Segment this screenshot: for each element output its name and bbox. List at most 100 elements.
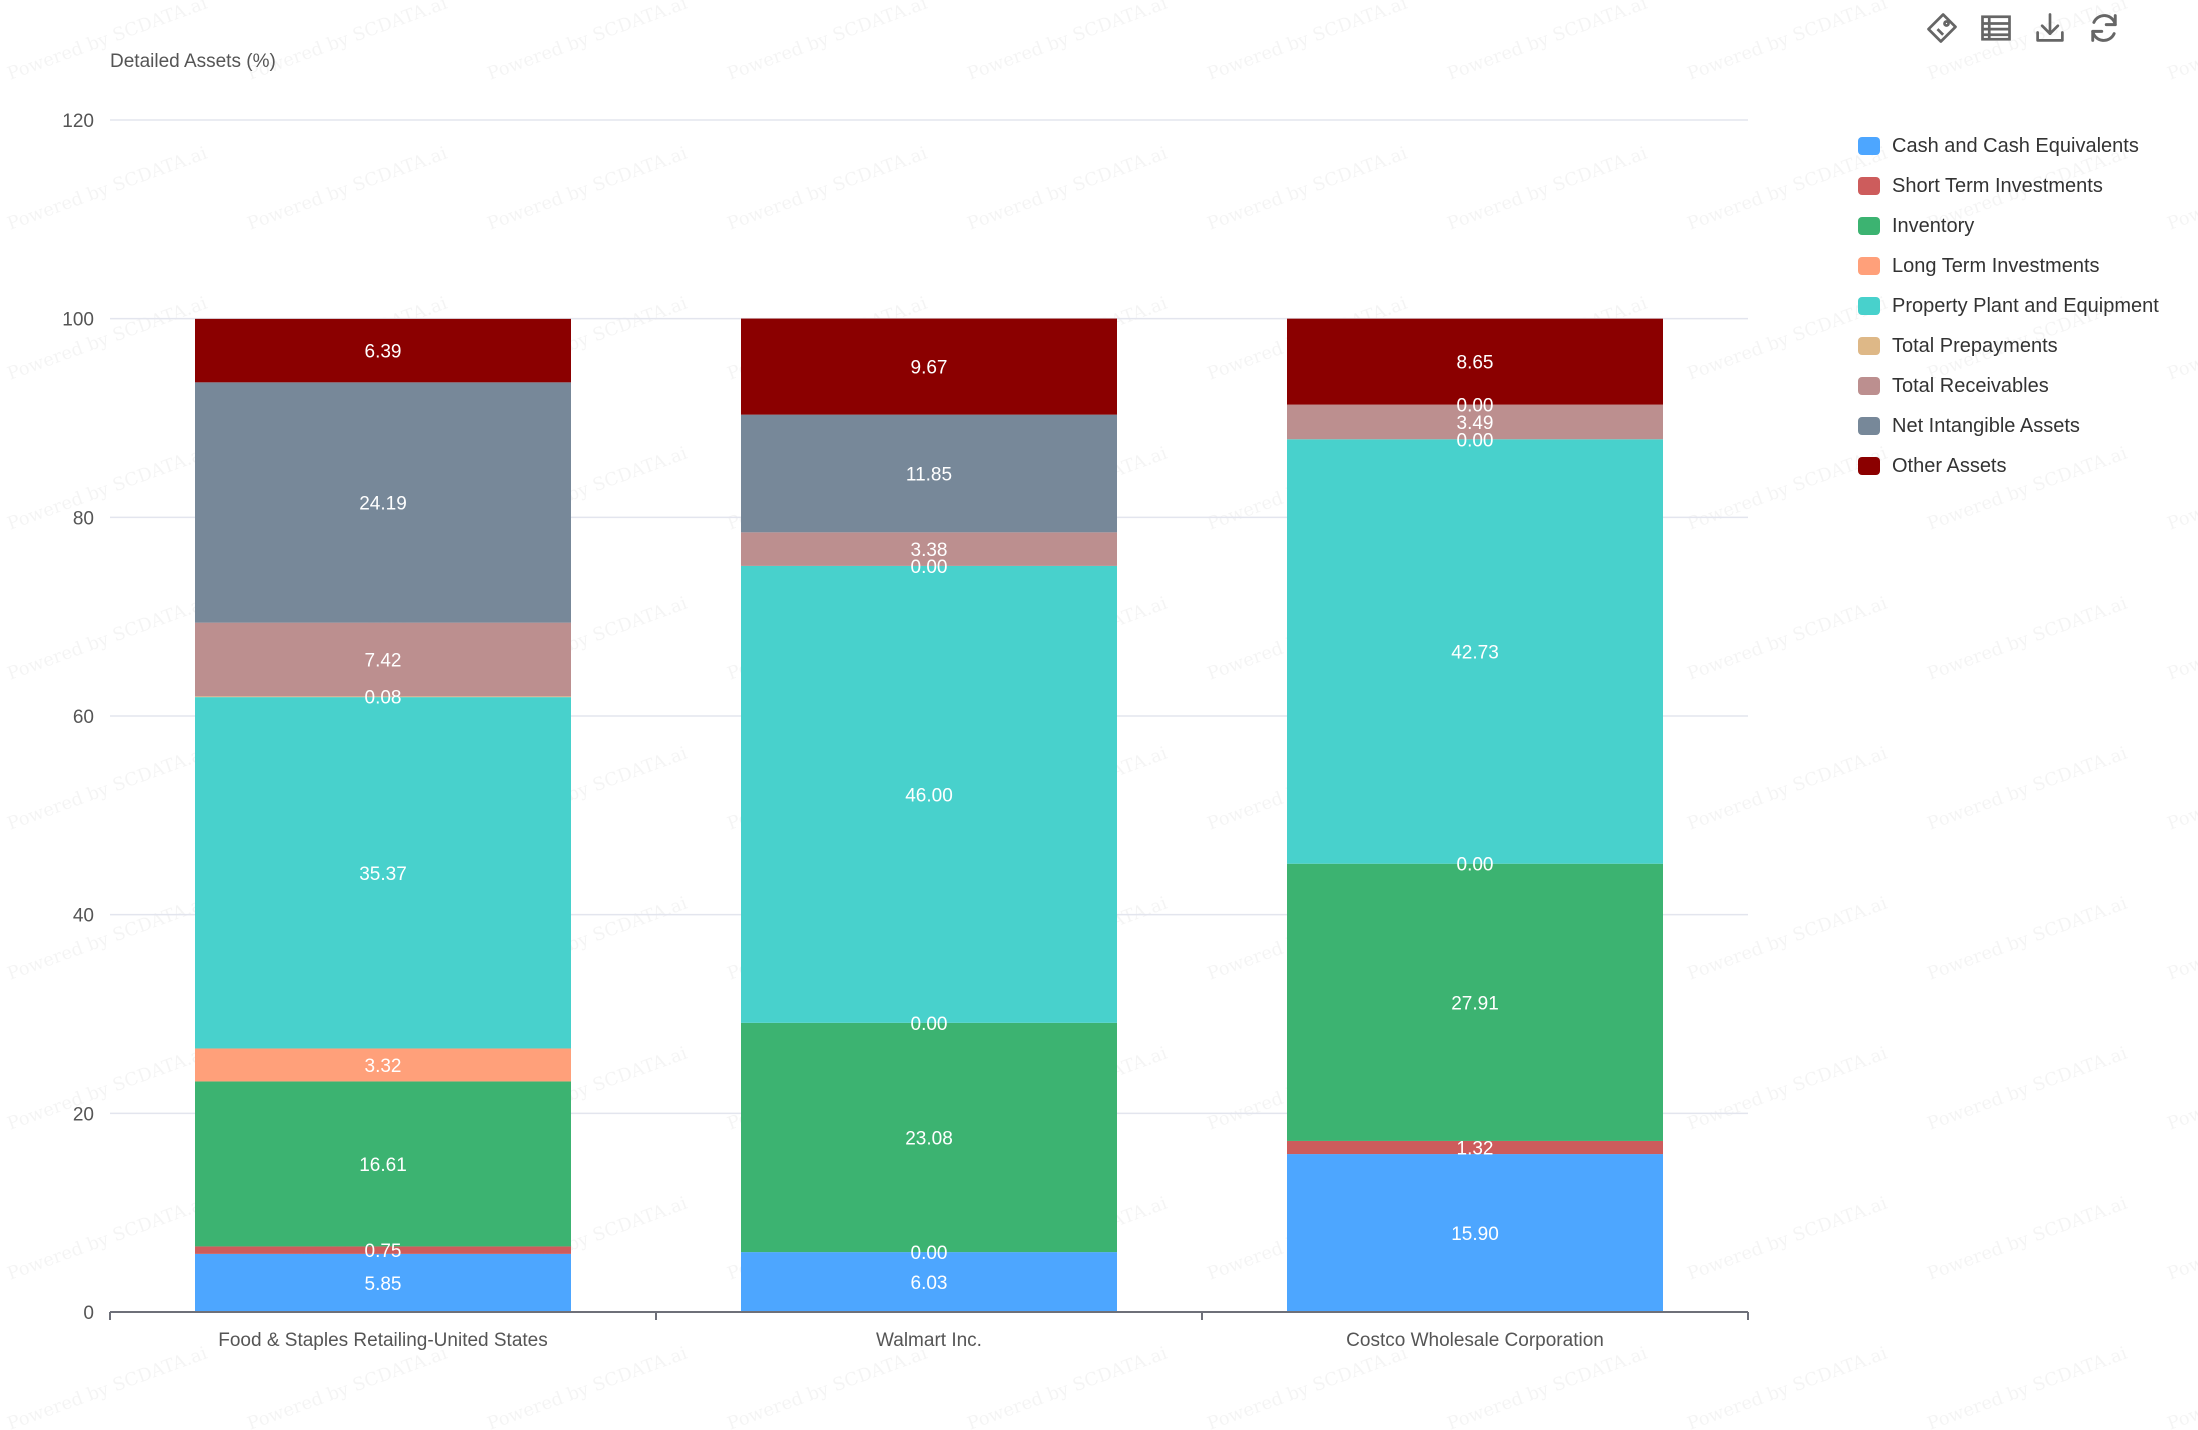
y-axis-title: Detailed Assets (%) bbox=[110, 51, 276, 72]
watermark-text: Powered by SCDATA.ai bbox=[5, 593, 211, 685]
legend-item[interactable]: Other Assets bbox=[1858, 446, 2159, 486]
legend-label: Cash and Cash Equivalents bbox=[1892, 134, 2139, 157]
watermark-text: Powered by SCDATA.ai bbox=[5, 293, 211, 385]
data-label: 0.75 bbox=[365, 1241, 402, 1262]
watermark-text: Powered by SCDATA.ai bbox=[5, 143, 211, 235]
chart-legend: Cash and Cash Equivalents Short Term Inve… bbox=[1858, 126, 2159, 486]
watermark-text: Powered by SCDATA.ai bbox=[1685, 893, 1891, 985]
x-tick-label: Walmart Inc. bbox=[876, 1330, 982, 1351]
legend-label: Other Assets bbox=[1892, 454, 2007, 477]
legend-swatch bbox=[1858, 297, 1880, 315]
data-label: 15.90 bbox=[1451, 1224, 1499, 1245]
data-label: 0.00 bbox=[1457, 396, 1494, 417]
data-label: 24.19 bbox=[359, 493, 407, 514]
legend-label: Long Term Investments bbox=[1892, 254, 2100, 277]
legend-item[interactable]: Inventory bbox=[1858, 206, 2159, 246]
bar-segment[interactable] bbox=[1287, 439, 1663, 864]
bar-segment[interactable] bbox=[1287, 1154, 1663, 1312]
bar-segment[interactable] bbox=[741, 565, 1117, 1023]
bar-segment[interactable] bbox=[1287, 318, 1663, 405]
watermark-text: Powered by SCDATA.ai bbox=[5, 1193, 211, 1285]
axis-layer: 0 20 40 60 80 100 120 Food & Staples Retailing-… bbox=[62, 111, 1749, 1351]
watermark-text: Powered by SCDATA.ai bbox=[2165, 0, 2198, 85]
legend-item[interactable]: Long Term Investments bbox=[1858, 246, 2159, 286]
legend-item[interactable]: Cash and Cash Equivalents bbox=[1858, 126, 2159, 166]
bar-segment[interactable] bbox=[195, 1253, 571, 1312]
tag-icon[interactable] bbox=[1922, 8, 1962, 48]
watermark-text: Powered by SCDATA.ai bbox=[725, 0, 931, 85]
watermark-text: Powered by SCDATA.ai bbox=[725, 1343, 931, 1430]
watermark-text: Powered by SCDATA.ai bbox=[1445, 1343, 1651, 1430]
legend-label: Inventory bbox=[1892, 214, 1975, 237]
watermark-text: Powered by SCDATA.ai bbox=[245, 1343, 451, 1430]
data-label: 46.00 bbox=[905, 785, 953, 806]
y-tick-label: 0 bbox=[83, 1303, 94, 1324]
data-label: 1.32 bbox=[1457, 1139, 1494, 1160]
legend-item[interactable]: Total Prepayments bbox=[1858, 326, 2159, 366]
chart-toolbar bbox=[1922, 8, 2124, 52]
legend-item[interactable]: Short Term Investments bbox=[1858, 166, 2159, 206]
bar-segment[interactable] bbox=[195, 1246, 571, 1254]
legend-item[interactable]: Property Plant and Equipment bbox=[1858, 286, 2159, 326]
watermark-text: Powered by SCDATA.ai bbox=[2165, 443, 2198, 535]
data-label: 8.65 bbox=[1457, 353, 1494, 374]
watermark-text: Powered by SCDATA.ai bbox=[5, 1043, 211, 1135]
watermark-text: Powered by SCDATA.ai bbox=[1925, 1193, 2131, 1285]
refresh-icon[interactable] bbox=[2084, 8, 2124, 48]
data-labels-layer: 5.85 0.75 16.61 3.32 35.37 0.08 7.42 24.19 6.39 6… bbox=[359, 342, 1499, 1295]
watermark-text: Powered by SCDATA.ai bbox=[2165, 593, 2198, 685]
bar-segment[interactable] bbox=[195, 1048, 571, 1082]
watermark-text: Powered by SCDATA.ai bbox=[965, 1343, 1171, 1430]
legend-label: Property Plant and Equipment bbox=[1892, 294, 2159, 317]
watermark-text: Powered by SCDATA.ai bbox=[1445, 143, 1651, 235]
watermark-text: Powered by SCDATA.ai bbox=[1685, 0, 1891, 85]
legend-swatch bbox=[1858, 217, 1880, 235]
legend-label: Total Receivables bbox=[1892, 374, 2049, 397]
bar-segment[interactable] bbox=[195, 318, 571, 383]
legend-swatch bbox=[1858, 177, 1880, 195]
y-tick-label: 40 bbox=[73, 906, 94, 927]
bar-segment[interactable] bbox=[741, 532, 1117, 566]
bar-segment[interactable] bbox=[741, 1022, 1117, 1253]
bar-segment[interactable] bbox=[195, 382, 571, 623]
legend-item[interactable]: Net Intangible Assets bbox=[1858, 406, 2159, 446]
y-tick-label: 120 bbox=[62, 111, 94, 132]
data-label: 0.00 bbox=[911, 1243, 948, 1264]
legend-label: Total Prepayments bbox=[1892, 334, 2058, 357]
data-label: 0.08 bbox=[365, 688, 402, 709]
bar-segment[interactable] bbox=[195, 696, 571, 698]
watermark-text: Powered by SCDATA.ai bbox=[1445, 0, 1651, 85]
bar-segment[interactable] bbox=[195, 1081, 571, 1247]
bar-segment[interactable] bbox=[195, 697, 571, 1049]
watermark-text: Powered by SCDATA.ai bbox=[965, 0, 1171, 85]
bar-segment[interactable] bbox=[1287, 863, 1663, 1141]
download-icon[interactable] bbox=[2030, 8, 2070, 48]
data-label: 0.00 bbox=[911, 557, 948, 578]
bar-segment[interactable] bbox=[195, 622, 571, 697]
data-view-icon[interactable] bbox=[1976, 8, 2016, 48]
legend-swatch bbox=[1858, 377, 1880, 395]
y-tick-label: 100 bbox=[62, 310, 94, 331]
data-label: 0.00 bbox=[911, 1014, 948, 1035]
data-label: 0.00 bbox=[1457, 430, 1494, 451]
watermark-text: Powered by SCDATA.ai bbox=[1205, 1343, 1411, 1430]
y-tick-label: 60 bbox=[73, 707, 94, 728]
watermark-text: Powered by SCDATA.ai bbox=[245, 143, 451, 235]
bar-segment[interactable] bbox=[1287, 1140, 1663, 1155]
data-label: 11.85 bbox=[906, 464, 952, 485]
bar-segment[interactable] bbox=[741, 318, 1117, 415]
bar-segment[interactable] bbox=[741, 1252, 1117, 1312]
bar-segment[interactable] bbox=[741, 414, 1117, 533]
watermark-text: Powered by SCDATA.ai bbox=[1925, 1043, 2131, 1135]
watermark-text: Powered by SCDATA.ai bbox=[2165, 743, 2198, 835]
legend-label: Net Intangible Assets bbox=[1892, 414, 2080, 437]
data-label: 3.38 bbox=[911, 540, 948, 561]
watermark-text: Powered by SCDATA.ai bbox=[2165, 893, 2198, 985]
x-tick-label: Costco Wholesale Corporation bbox=[1346, 1330, 1604, 1351]
legend-item[interactable]: Total Receivables bbox=[1858, 366, 2159, 406]
data-label: 3.49 bbox=[1457, 413, 1494, 434]
data-label: 6.03 bbox=[911, 1273, 948, 1294]
bar-segment[interactable] bbox=[1287, 404, 1663, 440]
x-tick-label: Food & Staples Retailing-United States bbox=[218, 1330, 548, 1351]
watermark-text: Powered by SCDATA.ai bbox=[485, 0, 691, 85]
